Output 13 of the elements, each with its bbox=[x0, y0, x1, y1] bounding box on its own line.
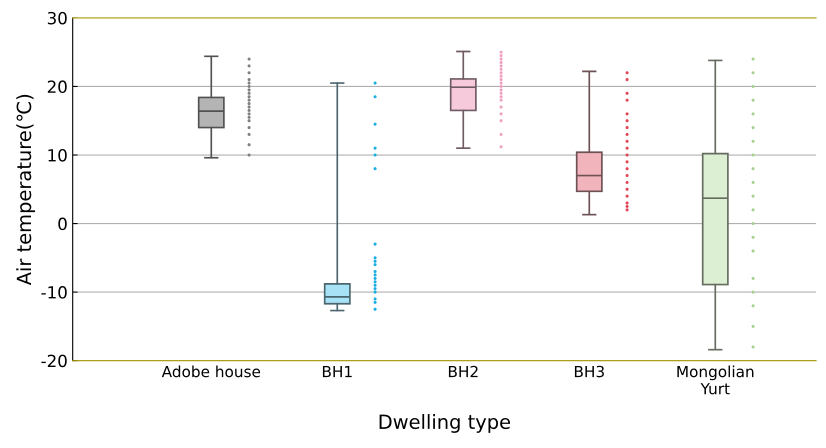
x-tick-label: Adobe house bbox=[162, 366, 260, 378]
x-tick-label: BH1 bbox=[322, 366, 352, 378]
y-tick-label: -20 bbox=[41, 354, 67, 368]
y-tick-label: 10 bbox=[48, 148, 67, 162]
y-tick-label: 30 bbox=[48, 12, 67, 24]
y-tick-label: -10 bbox=[41, 286, 67, 299]
x-tick-label: Mongolian Yurt bbox=[677, 366, 754, 394]
x-axis-title: Dwelling type bbox=[380, 414, 510, 433]
x-tick-label: BH3 bbox=[574, 366, 604, 378]
y-tick-label: 0 bbox=[58, 218, 67, 230]
y-tick-label: 20 bbox=[48, 80, 67, 94]
x-tick-label: BH2 bbox=[448, 366, 478, 378]
y-axis-title: Air temperature(℃) bbox=[16, 94, 36, 286]
